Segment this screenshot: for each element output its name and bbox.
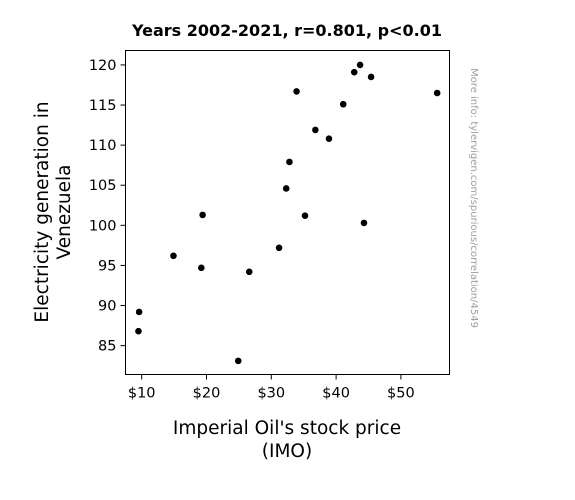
x-tick-label: $10 <box>128 386 156 402</box>
x-axis-label-line-1: Imperial Oil's stock price <box>173 418 401 439</box>
data-point <box>198 264 205 272</box>
x-axis-ticks: $10 $20 $30 $40 $50 <box>128 374 415 402</box>
data-point <box>350 68 358 76</box>
data-points <box>135 61 441 365</box>
x-tick-label: $40 <box>322 386 350 402</box>
y-tick-label: 85 <box>98 339 116 355</box>
y-tick-label: 110 <box>89 138 117 154</box>
data-point <box>356 61 364 69</box>
data-point <box>282 185 290 192</box>
x-tick-label: $50 <box>387 386 415 402</box>
data-point <box>170 252 177 260</box>
y-tick-label: 105 <box>89 178 117 194</box>
y-tick-label: 120 <box>89 58 117 74</box>
data-point <box>301 212 309 220</box>
data-point <box>325 135 333 143</box>
data-point <box>245 268 253 276</box>
data-point <box>135 327 142 335</box>
data-point <box>275 244 283 252</box>
data-point <box>199 211 206 219</box>
y-axis-ticks: 85 90 95 100 105 110 115 120 <box>89 58 126 355</box>
data-point <box>135 308 143 316</box>
data-point <box>234 357 242 365</box>
data-point <box>286 158 293 166</box>
y-tick-label: 95 <box>98 258 116 274</box>
y-axis-label-line-2: Venezuela <box>54 164 75 259</box>
x-axis-label-line-2: (IMO) <box>262 441 312 462</box>
source-note: More info: tylervigen.com/spurious/corre… <box>468 68 479 328</box>
data-point <box>293 88 300 95</box>
y-tick-label: 90 <box>98 299 116 315</box>
data-point <box>360 219 368 227</box>
y-tick-label: 100 <box>89 218 117 234</box>
x-tick-label: $30 <box>257 386 285 402</box>
data-point <box>339 100 347 108</box>
plot-area <box>125 50 450 375</box>
y-tick-label: 115 <box>89 98 117 114</box>
x-tick-label: $20 <box>193 386 221 402</box>
chart-title: Years 2002-2021, r=0.801, p<0.01 <box>131 21 442 40</box>
y-axis-label-line-1: Electricity generation in <box>32 101 53 322</box>
data-point <box>367 73 375 81</box>
data-point <box>312 126 319 134</box>
data-point <box>433 89 441 97</box>
